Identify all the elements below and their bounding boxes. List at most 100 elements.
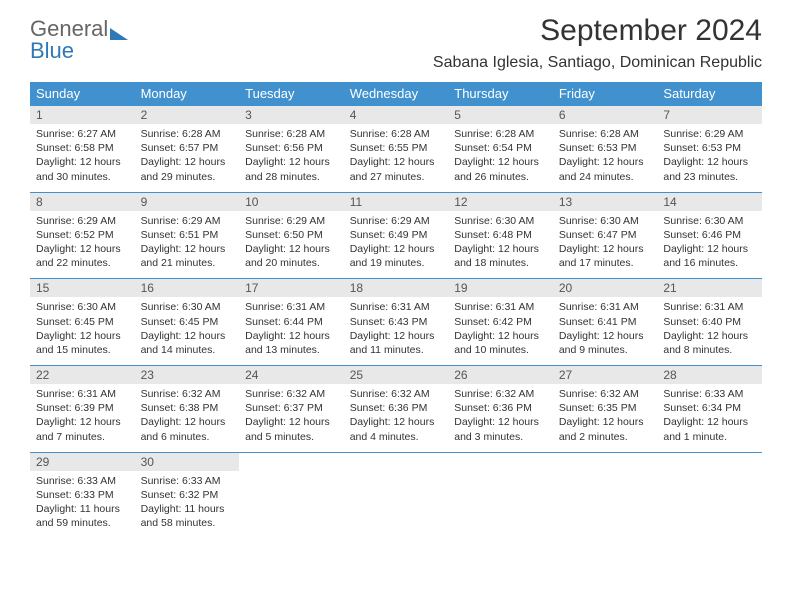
day-number: 20 (553, 279, 658, 297)
title-block: September 2024 Sabana Iglesia, Santiago,… (433, 14, 762, 72)
sunset-text: Sunset: 6:57 PM (141, 141, 234, 155)
sunset-text: Sunset: 6:36 PM (350, 401, 443, 415)
day-number: 29 (30, 453, 135, 471)
daylight-text: Daylight: 12 hours and 5 minutes. (245, 415, 338, 443)
day-number: 14 (657, 193, 762, 211)
daylight-text: Daylight: 12 hours and 21 minutes. (141, 242, 234, 270)
calendar-day-cell: 27Sunrise: 6:32 AMSunset: 6:35 PMDayligh… (553, 366, 658, 453)
sunrise-text: Sunrise: 6:33 AM (141, 474, 234, 488)
sunrise-text: Sunrise: 6:29 AM (350, 214, 443, 228)
calendar-day-cell: 18Sunrise: 6:31 AMSunset: 6:43 PMDayligh… (344, 279, 449, 366)
calendar-day-cell: 9Sunrise: 6:29 AMSunset: 6:51 PMDaylight… (135, 192, 240, 279)
day-number: 12 (448, 193, 553, 211)
sunset-text: Sunset: 6:44 PM (245, 315, 338, 329)
weekday-header-row: Sunday Monday Tuesday Wednesday Thursday… (30, 82, 762, 106)
calendar-day-cell: 17Sunrise: 6:31 AMSunset: 6:44 PMDayligh… (239, 279, 344, 366)
calendar-day-cell: 2Sunrise: 6:28 AMSunset: 6:57 PMDaylight… (135, 106, 240, 193)
weekday-header: Friday (553, 82, 658, 106)
daylight-text: Daylight: 12 hours and 23 minutes. (663, 155, 756, 183)
day-number: 3 (239, 106, 344, 124)
sunrise-text: Sunrise: 6:30 AM (559, 214, 652, 228)
daylight-text: Daylight: 12 hours and 7 minutes. (36, 415, 129, 443)
daylight-text: Daylight: 12 hours and 20 minutes. (245, 242, 338, 270)
daylight-text: Daylight: 12 hours and 18 minutes. (454, 242, 547, 270)
sunrise-text: Sunrise: 6:28 AM (350, 127, 443, 141)
sunset-text: Sunset: 6:37 PM (245, 401, 338, 415)
calendar-week-row: 15Sunrise: 6:30 AMSunset: 6:45 PMDayligh… (30, 279, 762, 366)
location: Sabana Iglesia, Santiago, Dominican Repu… (433, 54, 762, 72)
day-details: Sunrise: 6:29 AMSunset: 6:52 PMDaylight:… (30, 211, 135, 279)
day-details: Sunrise: 6:29 AMSunset: 6:50 PMDaylight:… (239, 211, 344, 279)
sunrise-text: Sunrise: 6:31 AM (559, 300, 652, 314)
sunset-text: Sunset: 6:52 PM (36, 228, 129, 242)
sunset-text: Sunset: 6:53 PM (559, 141, 652, 155)
daylight-text: Daylight: 12 hours and 13 minutes. (245, 329, 338, 357)
day-details: Sunrise: 6:29 AMSunset: 6:51 PMDaylight:… (135, 211, 240, 279)
day-details: Sunrise: 6:28 AMSunset: 6:57 PMDaylight:… (135, 124, 240, 192)
day-number: 11 (344, 193, 449, 211)
day-details: Sunrise: 6:28 AMSunset: 6:56 PMDaylight:… (239, 124, 344, 192)
sunrise-text: Sunrise: 6:32 AM (559, 387, 652, 401)
daylight-text: Daylight: 12 hours and 4 minutes. (350, 415, 443, 443)
calendar-day-cell: 7Sunrise: 6:29 AMSunset: 6:53 PMDaylight… (657, 106, 762, 193)
day-number: 21 (657, 279, 762, 297)
day-number: 25 (344, 366, 449, 384)
calendar-day-cell: 10Sunrise: 6:29 AMSunset: 6:50 PMDayligh… (239, 192, 344, 279)
calendar-day-cell: 13Sunrise: 6:30 AMSunset: 6:47 PMDayligh… (553, 192, 658, 279)
logo: General Blue (30, 18, 128, 62)
calendar-day-cell: 21Sunrise: 6:31 AMSunset: 6:40 PMDayligh… (657, 279, 762, 366)
day-details: Sunrise: 6:30 AMSunset: 6:48 PMDaylight:… (448, 211, 553, 279)
day-number: 15 (30, 279, 135, 297)
daylight-text: Daylight: 12 hours and 22 minutes. (36, 242, 129, 270)
day-details: Sunrise: 6:28 AMSunset: 6:54 PMDaylight:… (448, 124, 553, 192)
calendar-day-cell: 14Sunrise: 6:30 AMSunset: 6:46 PMDayligh… (657, 192, 762, 279)
day-details: Sunrise: 6:32 AMSunset: 6:35 PMDaylight:… (553, 384, 658, 452)
weekday-header: Monday (135, 82, 240, 106)
day-details: Sunrise: 6:31 AMSunset: 6:41 PMDaylight:… (553, 297, 658, 365)
daylight-text: Daylight: 11 hours and 58 minutes. (141, 502, 234, 530)
calendar-day-cell: 16Sunrise: 6:30 AMSunset: 6:45 PMDayligh… (135, 279, 240, 366)
calendar-week-row: 1Sunrise: 6:27 AMSunset: 6:58 PMDaylight… (30, 106, 762, 193)
day-number: 10 (239, 193, 344, 211)
sunset-text: Sunset: 6:48 PM (454, 228, 547, 242)
sunset-text: Sunset: 6:58 PM (36, 141, 129, 155)
day-details: Sunrise: 6:32 AMSunset: 6:37 PMDaylight:… (239, 384, 344, 452)
daylight-text: Daylight: 12 hours and 8 minutes. (663, 329, 756, 357)
day-details: Sunrise: 6:30 AMSunset: 6:47 PMDaylight:… (553, 211, 658, 279)
day-details: Sunrise: 6:32 AMSunset: 6:36 PMDaylight:… (344, 384, 449, 452)
daylight-text: Daylight: 12 hours and 11 minutes. (350, 329, 443, 357)
calendar-day-cell (657, 452, 762, 538)
sunrise-text: Sunrise: 6:32 AM (454, 387, 547, 401)
day-number: 17 (239, 279, 344, 297)
calendar-day-cell (448, 452, 553, 538)
calendar-day-cell: 30Sunrise: 6:33 AMSunset: 6:32 PMDayligh… (135, 452, 240, 538)
sunset-text: Sunset: 6:43 PM (350, 315, 443, 329)
daylight-text: Daylight: 12 hours and 17 minutes. (559, 242, 652, 270)
sunset-text: Sunset: 6:54 PM (454, 141, 547, 155)
sunrise-text: Sunrise: 6:30 AM (36, 300, 129, 314)
daylight-text: Daylight: 12 hours and 14 minutes. (141, 329, 234, 357)
day-details: Sunrise: 6:28 AMSunset: 6:55 PMDaylight:… (344, 124, 449, 192)
day-details: Sunrise: 6:31 AMSunset: 6:39 PMDaylight:… (30, 384, 135, 452)
sunrise-text: Sunrise: 6:31 AM (454, 300, 547, 314)
day-number: 19 (448, 279, 553, 297)
day-number: 16 (135, 279, 240, 297)
sunrise-text: Sunrise: 6:29 AM (36, 214, 129, 228)
sunset-text: Sunset: 6:35 PM (559, 401, 652, 415)
sunset-text: Sunset: 6:36 PM (454, 401, 547, 415)
sunset-text: Sunset: 6:56 PM (245, 141, 338, 155)
sunset-text: Sunset: 6:42 PM (454, 315, 547, 329)
daylight-text: Daylight: 12 hours and 2 minutes. (559, 415, 652, 443)
sunset-text: Sunset: 6:53 PM (663, 141, 756, 155)
sunrise-text: Sunrise: 6:27 AM (36, 127, 129, 141)
day-details: Sunrise: 6:33 AMSunset: 6:32 PMDaylight:… (135, 471, 240, 539)
day-details: Sunrise: 6:31 AMSunset: 6:40 PMDaylight:… (657, 297, 762, 365)
day-number: 22 (30, 366, 135, 384)
month-title: September 2024 (433, 14, 762, 48)
daylight-text: Daylight: 12 hours and 26 minutes. (454, 155, 547, 183)
calendar-day-cell: 23Sunrise: 6:32 AMSunset: 6:38 PMDayligh… (135, 366, 240, 453)
day-details: Sunrise: 6:31 AMSunset: 6:42 PMDaylight:… (448, 297, 553, 365)
calendar-day-cell: 29Sunrise: 6:33 AMSunset: 6:33 PMDayligh… (30, 452, 135, 538)
day-details: Sunrise: 6:32 AMSunset: 6:38 PMDaylight:… (135, 384, 240, 452)
day-number: 30 (135, 453, 240, 471)
